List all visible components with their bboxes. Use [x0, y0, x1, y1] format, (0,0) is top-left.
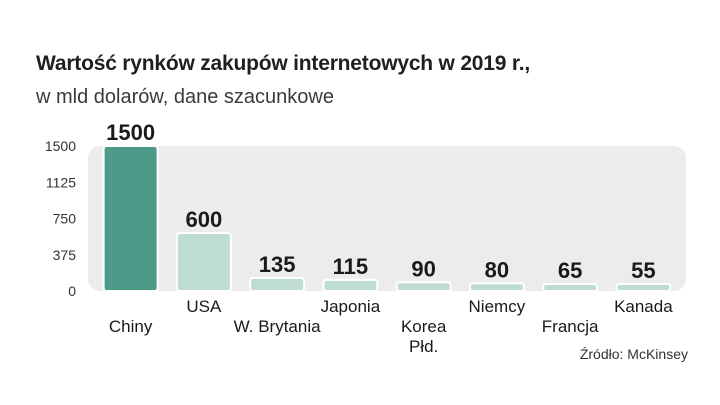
bar [615, 283, 672, 292]
bar [542, 283, 599, 292]
category-label: Niemcy [469, 297, 526, 316]
bar-value-label: 1500 [106, 120, 155, 145]
bar [322, 278, 379, 292]
category-label: Kanada [614, 297, 673, 316]
bar-value-label: 90 [411, 256, 435, 281]
category-label: Płd. [409, 337, 438, 356]
y-tick-label: 0 [68, 283, 76, 299]
category-label: Japonia [321, 297, 381, 316]
bar-value-label: 55 [631, 258, 655, 283]
bar [102, 145, 159, 292]
category-label: Korea [401, 317, 447, 336]
bar [175, 232, 232, 292]
bar [249, 276, 306, 293]
bar [395, 281, 452, 292]
bar-value-label: 115 [333, 254, 369, 279]
category-label: USA [186, 297, 222, 316]
bar-value-label: 135 [259, 252, 296, 277]
chart-title: Wartość rynków zakupów internetowych w 2… [36, 52, 530, 75]
bar [468, 282, 525, 292]
plot-background [88, 146, 686, 291]
bar-value-label: 65 [558, 258, 582, 283]
chart-subtitle: w mld dolarów, dane szacunkowe [36, 86, 334, 108]
source-note: Źródło: McKinsey [579, 346, 688, 362]
category-label: Chiny [109, 317, 153, 336]
bar-value-label: 600 [186, 207, 223, 232]
bar-value-label: 80 [485, 257, 509, 282]
y-tick-label: 1125 [46, 174, 76, 190]
y-tick-label: 375 [53, 247, 77, 263]
y-tick-label: 750 [53, 211, 77, 227]
category-label: W. Brytania [234, 317, 321, 336]
category-label: Francja [542, 317, 599, 336]
y-tick-label: 1500 [45, 138, 76, 154]
